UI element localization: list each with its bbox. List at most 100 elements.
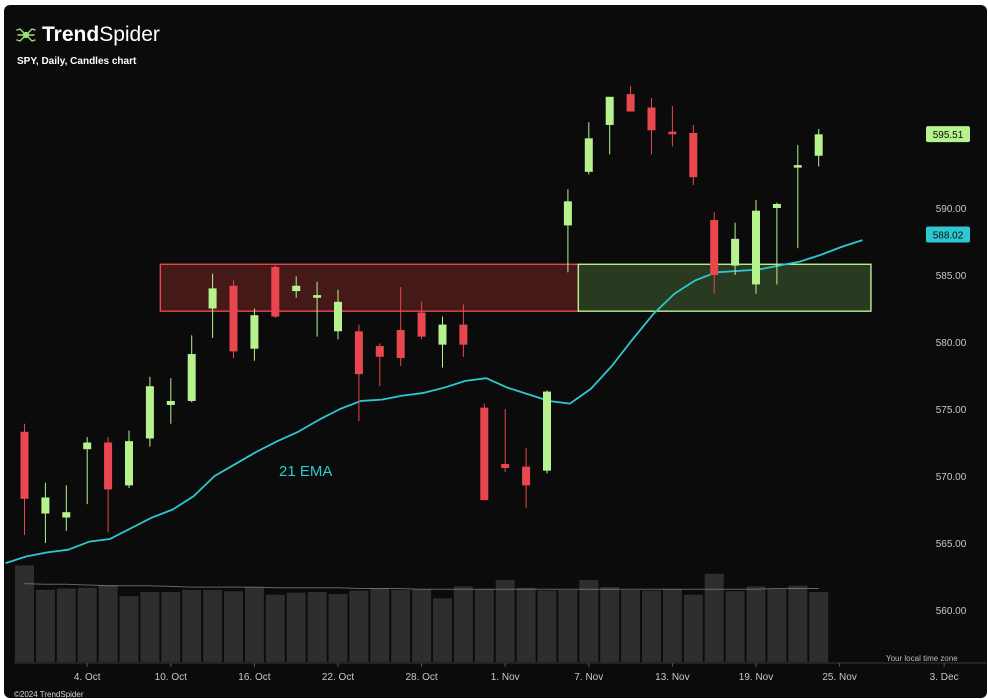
y-tick-label: 565.00 [936,539,967,550]
candle-down [104,442,113,490]
volume-bar [203,589,223,662]
x-tick-label: 10. Oct [155,672,187,683]
x-tick-label: 25. Nov [822,672,856,683]
volume-bar [537,590,557,662]
candle-up [250,315,259,349]
candle-up [313,295,322,298]
candle-up [334,301,342,332]
volume-bar [391,589,411,662]
candle-up [187,354,196,401]
volume-bar [224,591,243,662]
candle-up [605,96,614,125]
y-tick-label: 580.00 [936,338,967,349]
candles-layer [20,86,823,543]
last-price-label: 595.51 [926,126,970,143]
volume-bar [809,592,829,662]
volume-bar [621,589,641,662]
candle-up [208,288,217,309]
candle-up [41,497,50,514]
volume-bar [642,590,661,662]
timezone-note[interactable]: Your local time zone [886,654,958,663]
volume-bar [746,586,766,662]
candle-up [814,134,823,156]
volume-bar [704,573,724,662]
candle-up [292,285,301,292]
candle-up [752,210,760,285]
volume-bar [307,592,327,662]
volume-bar [35,589,55,662]
candle-up [145,386,154,439]
candle-down [668,131,677,135]
volume-bar [244,587,264,662]
brand-name-light: Spider [99,23,160,46]
volume-bar [286,592,306,662]
y-tick-label: 590.00 [936,204,967,215]
volume-bar [433,598,452,662]
price-labels-layer: 595.51 588.02 [926,126,970,243]
volume-bar [15,565,34,662]
candle-down [20,431,29,499]
volume-bar [725,591,745,662]
volume-bar [140,592,160,662]
spider-logo-icon [16,28,36,42]
price-label-box [926,126,970,143]
volume-bar [579,580,599,662]
y-tick-label: 575.00 [936,405,967,416]
x-tick-label: 1. Nov [491,672,520,683]
volume-bar [412,589,432,662]
ema-label: 21 EMA [279,463,332,480]
candle-up [584,138,593,172]
ema-layer: 21 EMA [5,239,863,564]
volume-bar [349,590,369,662]
candle-down [375,346,384,357]
candle-up [438,324,447,345]
candle-down [647,107,656,131]
brand-logo[interactable]: TrendSpider [15,23,160,47]
volume-bar [516,587,536,662]
candle-down [522,466,531,486]
x-tick-label: 22. Oct [322,672,354,683]
candle-up [772,203,781,208]
resistance-zone [159,263,580,312]
volume-bar [662,589,682,662]
brand-name-bold: Trend [42,23,100,46]
volume-bar [495,580,515,662]
volume-bar [767,589,787,662]
volume-bar [788,585,808,662]
volume-bar [77,587,97,662]
price-label-box [926,226,970,243]
volume-bar [453,586,473,662]
volume-bar [161,592,181,662]
candle-down [459,324,468,345]
volume-bar [56,588,76,662]
volume-bar [600,587,620,662]
y-axis: 560.00 565.00 570.00 575.00 580.00 585.00 590.… [936,204,967,617]
ema-21-line [5,239,863,564]
y-tick-label: 560.00 [936,606,967,617]
candle-up [83,442,92,450]
candle-up [125,441,133,486]
candle-up [793,165,802,168]
volume-layer [15,565,829,662]
volume-bar [370,588,390,662]
candlestick-chart[interactable]: 21 EMA 560.00 565.00 570.00 575.00 580.00 585… [4,5,987,698]
volume-bar [98,585,118,662]
volume-bar [558,589,578,662]
x-tick-label: 19. Nov [739,672,773,683]
price-label-text: 588.02 [933,231,964,242]
volume-bar [119,596,139,662]
candle-down [689,132,698,178]
x-tick-label: 7. Nov [574,672,603,683]
price-label-text: 595.51 [933,130,964,141]
volume-bar [265,594,285,662]
x-tick-label: 3. Dec [930,672,959,683]
candle-down [417,312,426,337]
candle-up [166,400,175,405]
candle-down [271,266,280,317]
candle-up [731,238,740,266]
candle-up [62,512,71,518]
volume-bar [328,594,348,662]
x-tick-label: 4. Oct [74,672,101,683]
candle-down [229,285,238,352]
chart-subtitle: SPY, Daily, Candles chart [17,56,137,67]
